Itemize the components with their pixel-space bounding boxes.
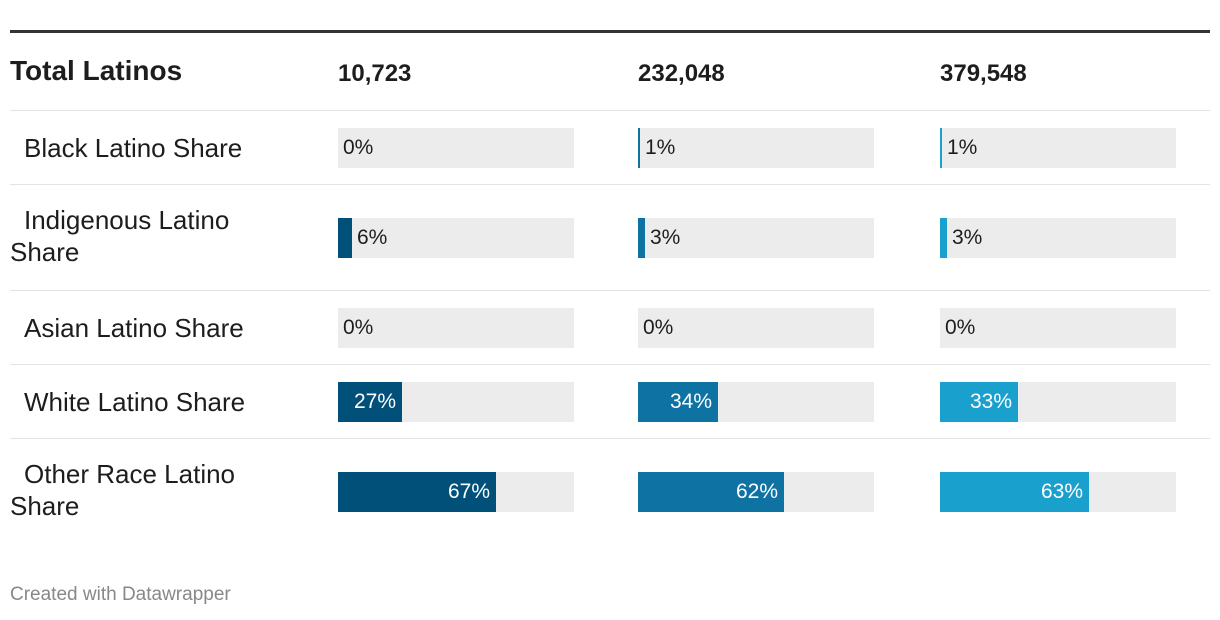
bar-value-label: 3% xyxy=(952,226,983,249)
bar-track: 0% xyxy=(940,308,1176,348)
total-value-col-1: 10,723 xyxy=(338,60,412,87)
bar-track: 0% xyxy=(338,128,574,168)
row-label: Black Latino Share xyxy=(24,133,243,163)
bar-track: 67% xyxy=(338,472,574,512)
bar-track: 63% xyxy=(940,472,1176,512)
bar-track: 1% xyxy=(638,128,874,168)
bar-track: 62% xyxy=(638,472,874,512)
bar-value-label: 6% xyxy=(357,226,388,249)
bar-value-label: 0% xyxy=(643,316,674,339)
bar-value-label: 0% xyxy=(343,136,374,159)
row-divider xyxy=(10,184,1210,185)
bar xyxy=(940,472,1089,512)
row-divider xyxy=(10,290,1210,291)
bar-track: 0% xyxy=(638,308,874,348)
bar xyxy=(338,218,352,258)
bar-track: 3% xyxy=(638,218,874,258)
bar-value-label: 33% xyxy=(969,390,1012,413)
bar-track: 27% xyxy=(338,382,574,422)
bar xyxy=(338,472,496,512)
bar xyxy=(638,382,718,422)
bar-value-label: 27% xyxy=(353,390,396,413)
bar-value-label: 3% xyxy=(650,226,681,249)
bar-track: 6% xyxy=(338,218,574,258)
bar-value-label: 0% xyxy=(945,316,976,339)
bar-value-label: 0% xyxy=(343,316,374,339)
bar-value-label: 1% xyxy=(947,136,978,159)
bar-track: 1% xyxy=(940,128,1176,168)
bar xyxy=(940,218,947,258)
bar-track: 0% xyxy=(338,308,574,348)
top-rule xyxy=(10,30,1210,33)
footer-credit: Created with Datawrapper xyxy=(10,584,231,605)
bar xyxy=(638,472,784,512)
bar xyxy=(338,382,402,422)
row-divider xyxy=(10,364,1210,365)
bar-value-label: 34% xyxy=(669,390,712,413)
bar xyxy=(940,382,1018,422)
bar-value-label: 1% xyxy=(645,136,676,159)
bar-track: 33% xyxy=(940,382,1176,422)
bar xyxy=(638,128,640,168)
row-label: Other Race Latino Share xyxy=(10,459,236,521)
row-divider xyxy=(10,438,1210,439)
bar-track: 3% xyxy=(940,218,1176,258)
row-label: Asian Latino Share xyxy=(24,313,244,343)
bar xyxy=(940,128,942,168)
bar-value-label: 63% xyxy=(1040,480,1083,503)
total-value-col-3: 379,548 xyxy=(940,60,1027,87)
row-label: White Latino Share xyxy=(24,387,246,417)
bar xyxy=(638,218,645,258)
bar-value-label: 67% xyxy=(447,480,490,503)
total-value-col-2: 232,048 xyxy=(638,60,725,87)
total-latinos-label: Total Latinos xyxy=(10,55,183,86)
row-label: Indigenous Latino Share xyxy=(10,205,230,267)
bar-track: 34% xyxy=(638,382,874,422)
bar-value-label: 62% xyxy=(735,480,778,503)
row-divider xyxy=(10,110,1210,111)
